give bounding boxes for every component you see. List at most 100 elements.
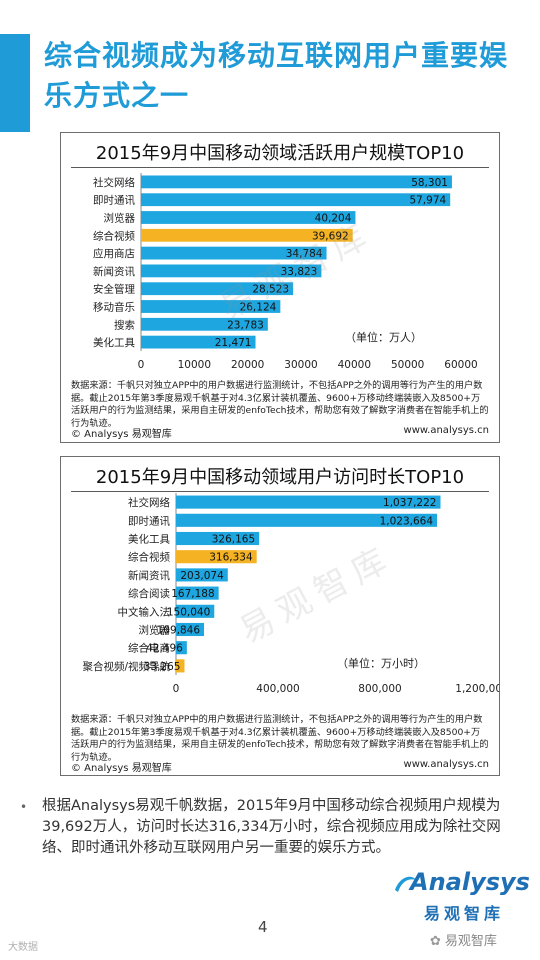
- x-tick-label: 0: [138, 359, 145, 371]
- data-label: 40,204: [315, 213, 352, 225]
- wechat-icon: ✿: [430, 934, 441, 949]
- unit-note: （单位：万小时）: [337, 657, 425, 670]
- logo-subtitle: 易观智库: [424, 904, 505, 923]
- analysys-logo: Analysys 易观智库: [392, 868, 532, 928]
- category-label: 聚合视频/视频导航: [82, 660, 170, 673]
- bar: [176, 604, 215, 618]
- bar-chart-usage-time: 社交网络 1,037,222 即时通讯 1,023,664 美化工具 326,165 综合视…: [82, 493, 499, 695]
- data-label: 150,040: [167, 606, 210, 618]
- x-tick-label: 400,000: [256, 683, 299, 695]
- site-url: www.analysys.cn: [403, 759, 489, 770]
- bar: [141, 193, 451, 207]
- category-label: 应用商店: [93, 247, 135, 260]
- page-title: 综合视频成为移动互联网用户重要娱乐方式之一: [44, 39, 509, 112]
- site-url: www.analysys.cn: [403, 425, 489, 436]
- data-label: 1,037,222: [383, 497, 436, 509]
- bar: [176, 550, 257, 564]
- bar: [141, 246, 327, 260]
- page-number: 4: [258, 918, 268, 936]
- data-label: 28,523: [252, 284, 289, 296]
- category-label: 安全管理: [93, 283, 135, 296]
- title-accent-bar: [0, 34, 30, 132]
- x-tick-label: 20000: [231, 359, 264, 371]
- copyright: © Analysys 易观智库: [71, 763, 172, 774]
- category-label: 社交网络: [93, 176, 135, 189]
- data-label: 42,496: [146, 643, 183, 655]
- unit-note: （单位：万人）: [345, 331, 422, 344]
- chart-title: 2015年9月中国移动领域用户访问时长TOP10: [95, 467, 465, 488]
- bar: [176, 586, 219, 600]
- data-label: 57,974: [409, 195, 446, 207]
- category-label: 社交网络: [128, 496, 170, 509]
- bar: [141, 317, 268, 331]
- category-label: 新闻资讯: [93, 265, 135, 278]
- x-tick-label: 800,000: [358, 683, 401, 695]
- x-tick-label: 10000: [178, 359, 211, 371]
- title-divider: [71, 491, 489, 492]
- category-label: 综合阅读: [128, 587, 170, 600]
- category-label: 美化工具: [93, 336, 135, 349]
- bar: [176, 531, 260, 546]
- copyright: © Analysys 易观智库: [71, 429, 172, 440]
- category-label: 综合视频: [128, 551, 170, 564]
- chart-title: 2015年9月中国移动领域活跃用户规模TOP10: [95, 143, 465, 164]
- category-label: 即时通讯: [93, 194, 135, 207]
- logo-swoosh-icon: [395, 876, 416, 892]
- data-label: 58,301: [411, 177, 448, 189]
- wechat-account: ✿ 易观智库: [430, 930, 497, 949]
- x-tick-label: 1,200,000: [455, 683, 499, 695]
- bar: [141, 211, 356, 224]
- bar: [141, 175, 452, 189]
- category-label: 新闻资讯: [128, 569, 170, 582]
- x-tick-label: 60000: [444, 359, 477, 371]
- bar: [176, 568, 228, 582]
- data-label: 326,165: [212, 534, 255, 546]
- data-label: 39,692: [312, 230, 349, 242]
- chart-panel-active-users: 2015年9月中国移动领域活跃用户规模TOP10 社交网络 58,301 即时通讯 5…: [60, 132, 500, 443]
- x-tick-label: 40000: [338, 359, 371, 371]
- data-label: 33,823: [281, 266, 318, 278]
- category-label: 中文输入法: [118, 605, 171, 618]
- category-label: 综合视频: [93, 229, 135, 242]
- summary-text: 根据Analysys易观千帆数据，2015年9月中国移动综合视频用户规模为39,…: [42, 798, 501, 856]
- category-label: 浏览器: [104, 212, 136, 225]
- corner-watermark: 大数据: [8, 942, 38, 953]
- data-label: 316,334: [209, 552, 253, 564]
- category-label: 搜索: [114, 318, 135, 331]
- bar: [141, 282, 294, 296]
- bar: [141, 300, 281, 313]
- data-label: 167,188: [171, 588, 214, 600]
- data-label: 1,023,664: [380, 515, 434, 527]
- bar: [176, 659, 185, 673]
- bullet-marker: •: [20, 800, 28, 814]
- wechat-label: 易观智库: [444, 934, 497, 949]
- x-tick-label: 0: [173, 683, 180, 695]
- category-label: 浏览器: [139, 624, 171, 637]
- data-label: 26,124: [240, 302, 277, 314]
- data-label: 21,471: [215, 337, 252, 349]
- category-label: 美化工具: [128, 533, 170, 546]
- chart-panel-usage-time: 2015年9月中国移动领域用户访问时长TOP10 社交网络 1,037,222 即时…: [60, 456, 500, 776]
- data-label: 34,784: [286, 248, 323, 260]
- data-label: 33,265: [144, 661, 181, 673]
- category-label: 综合电商: [128, 642, 170, 655]
- bar: [141, 335, 256, 349]
- bar: [141, 228, 353, 242]
- category-label: 移动音乐: [93, 301, 135, 314]
- category-label: 即时通讯: [128, 514, 170, 527]
- source-note: 数据来源：千帆只对独立APP中的用户数据进行监测统计，不包括APP之外的调用等行…: [71, 380, 489, 429]
- title-divider: [71, 167, 489, 168]
- logo-name: Analysys: [410, 868, 530, 896]
- bar-chart-active-users: 社交网络 58,301 即时通讯 57,974 浏览器 40,204 综合视频 39,692 应…: [93, 173, 478, 371]
- data-label: 109,846: [157, 625, 201, 637]
- bar: [176, 622, 205, 637]
- bar: [176, 641, 187, 655]
- bar: [176, 495, 441, 509]
- bar: [141, 264, 322, 278]
- source-note: 数据来源：千帆只对独立APP中的用户数据进行监测统计，不包括APP之外的调用等行…: [71, 714, 489, 763]
- data-label: 203,074: [180, 570, 224, 582]
- bar: [176, 513, 438, 527]
- data-label: 23,783: [227, 319, 264, 331]
- x-tick-label: 30000: [284, 359, 317, 371]
- x-tick-label: 50000: [391, 359, 424, 371]
